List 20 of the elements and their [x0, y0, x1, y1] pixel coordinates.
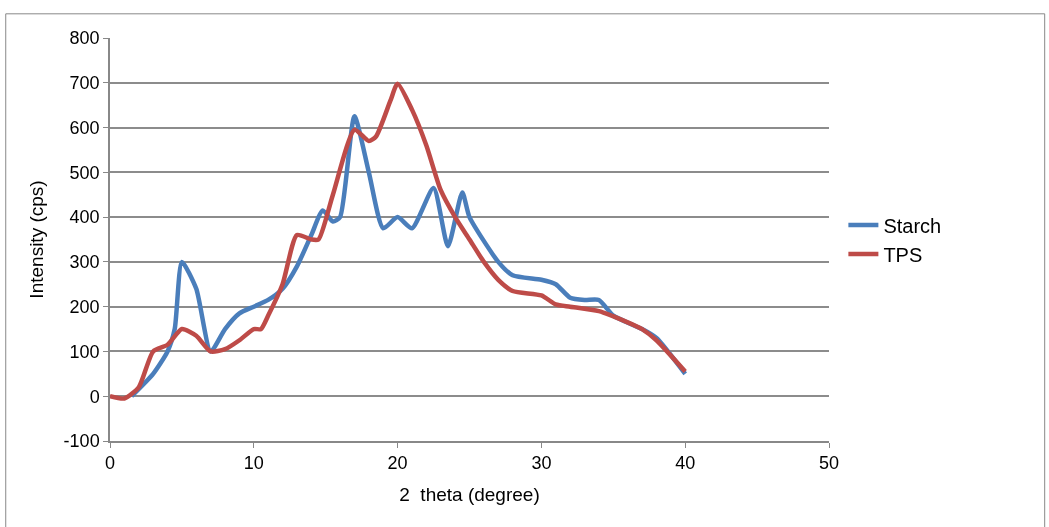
y-tick-label: 700: [69, 73, 100, 94]
legend-label: Starch: [883, 214, 942, 237]
y-tick-label: 0: [89, 386, 100, 407]
y-tick-label: 200: [69, 296, 100, 317]
x-tick-label: 30: [531, 453, 552, 474]
x-tick-label: 0: [104, 453, 116, 474]
y-tick-label: 100: [69, 341, 100, 362]
x-tick-label: 40: [675, 453, 696, 474]
x-tick-label: 50: [818, 453, 840, 474]
y-tick-label: 300: [69, 252, 100, 273]
y-tick-label: 500: [69, 162, 100, 183]
legend-label: TPS: [883, 243, 923, 266]
x-axis-title: 2 theta (degree): [399, 483, 540, 505]
y-tick-label: 600: [69, 117, 100, 138]
y-tick-label: -100: [63, 431, 100, 452]
y-tick-label: 400: [69, 207, 100, 228]
x-tick-label: 10: [243, 453, 264, 474]
x-tick-label: 20: [387, 453, 408, 474]
y-tick-label: 800: [69, 28, 100, 49]
y-axis-title: Intensity (cps): [25, 180, 47, 299]
